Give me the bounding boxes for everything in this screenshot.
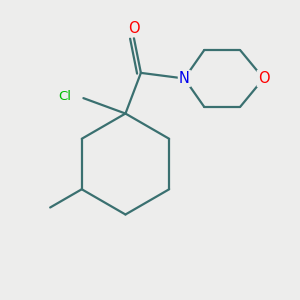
Text: N: N [179, 71, 190, 86]
Text: O: O [258, 71, 269, 86]
Text: O: O [128, 21, 140, 36]
Text: Cl: Cl [58, 90, 71, 103]
